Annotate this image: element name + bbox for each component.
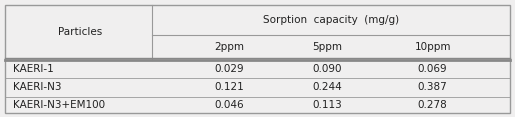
Text: 0.029: 0.029 [214,64,244,74]
Text: KAERI-N3+EM100: KAERI-N3+EM100 [13,100,105,110]
Text: Sorption  capacity  (mg/g): Sorption capacity (mg/g) [263,15,399,25]
Text: 0.121: 0.121 [214,82,244,92]
Text: 10ppm: 10ppm [415,42,451,52]
Text: 2ppm: 2ppm [214,42,244,52]
Text: 0.278: 0.278 [418,100,448,110]
Text: 0.046: 0.046 [214,100,244,110]
Text: KAERI-N3: KAERI-N3 [13,82,61,92]
Text: 0.069: 0.069 [418,64,448,74]
Text: Particles: Particles [58,27,102,37]
Text: 0.090: 0.090 [312,64,342,74]
Text: 0.244: 0.244 [312,82,342,92]
Text: 5ppm: 5ppm [312,42,342,52]
Text: 0.387: 0.387 [418,82,448,92]
Text: 0.113: 0.113 [312,100,342,110]
Text: KAERI-1: KAERI-1 [13,64,54,74]
